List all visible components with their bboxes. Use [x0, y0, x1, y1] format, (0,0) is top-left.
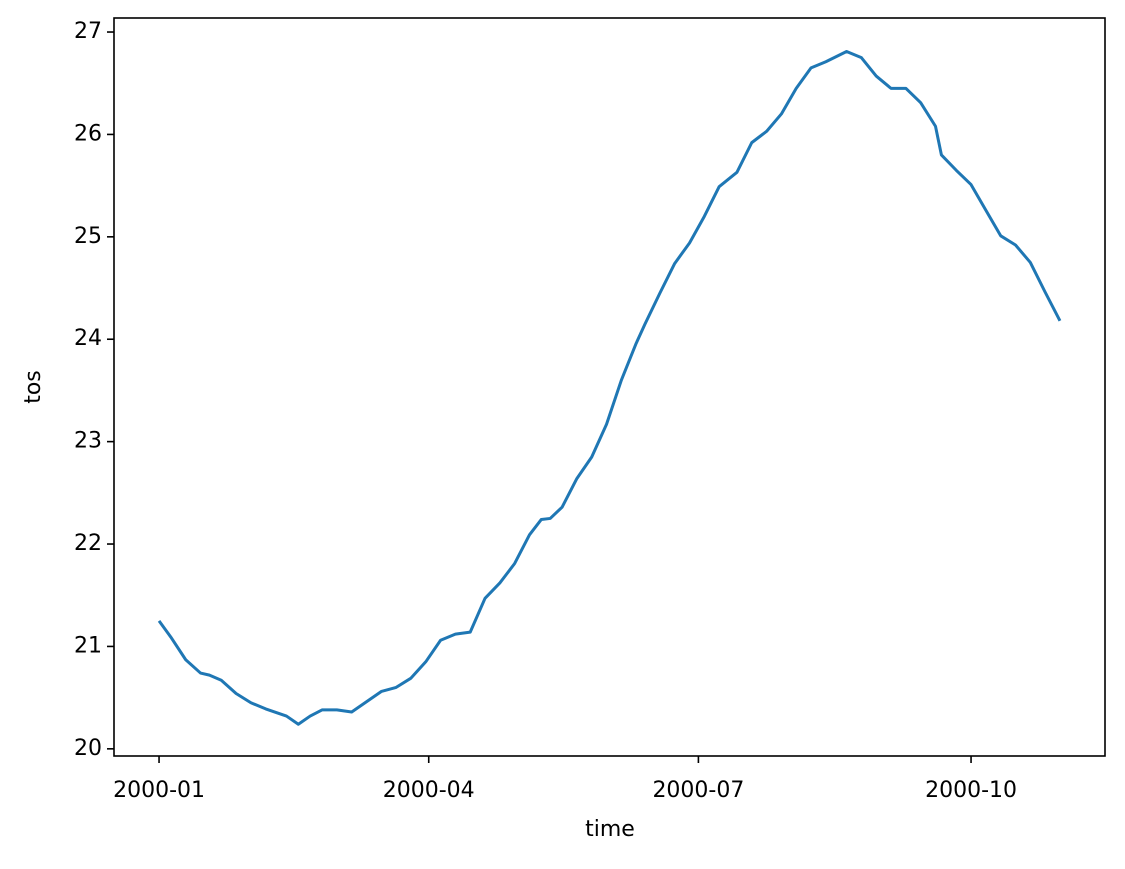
y-tick-label: 20 [74, 736, 102, 761]
line [157, 49, 1062, 726]
plot-frame [113, 17, 1106, 757]
x-tick-label: 2000-07 [652, 778, 744, 803]
y-tick-label: 27 [74, 19, 102, 44]
y-tick-label: 23 [74, 429, 102, 454]
x-tick-label: 2000-04 [383, 778, 475, 803]
x-axis-label: time [585, 817, 635, 842]
x-tick-label: 2000-01 [113, 778, 205, 803]
y-tick-label: 26 [74, 121, 102, 146]
y-tick-label: 21 [74, 633, 102, 658]
y-tick-label: 22 [74, 531, 102, 556]
x-tick-label: 2000-10 [925, 778, 1017, 803]
y-tick-label: 25 [74, 224, 102, 249]
y-tick-label: 24 [74, 326, 102, 351]
y-axis-label: tos [21, 370, 46, 404]
